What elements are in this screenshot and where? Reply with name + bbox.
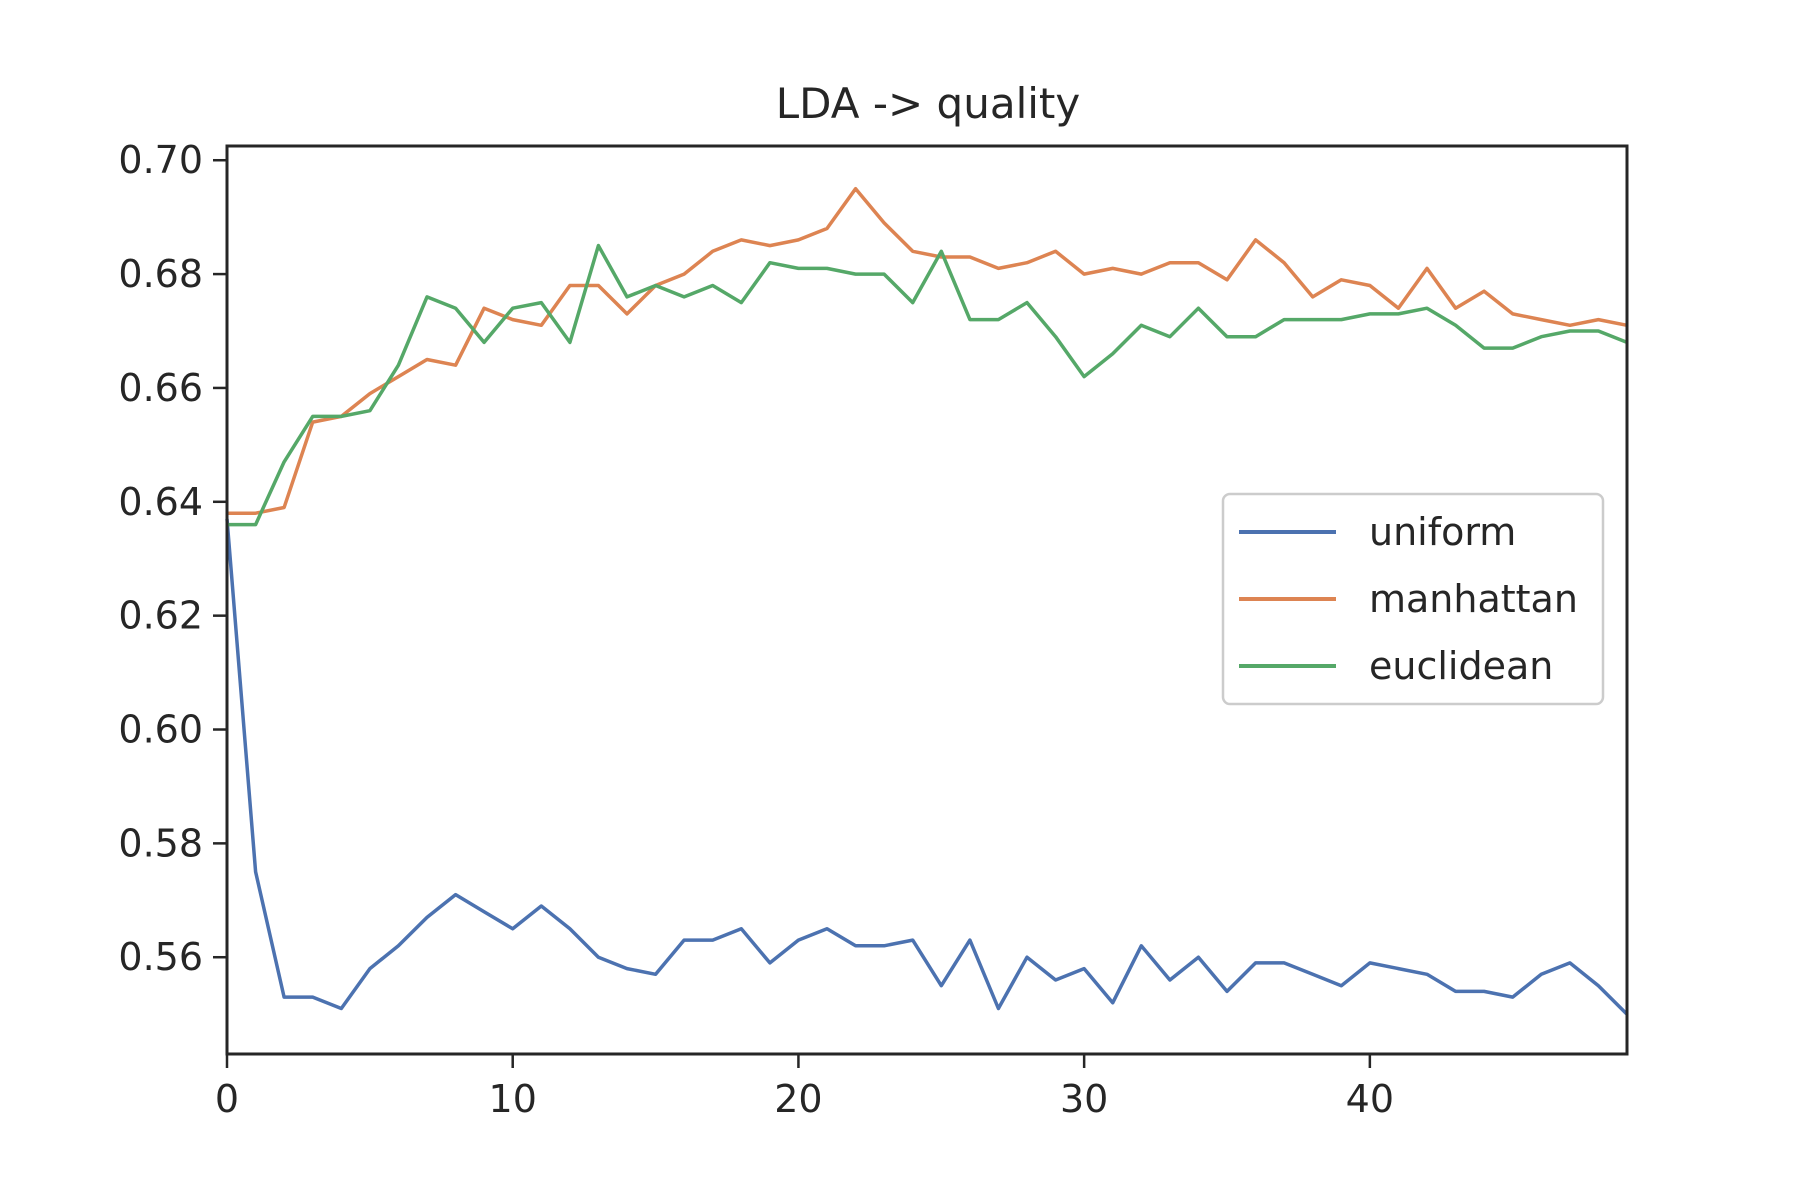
y-tick-label: 0.68	[118, 252, 203, 296]
x-tick-label: 40	[1346, 1077, 1394, 1121]
x-tick-label: 20	[774, 1077, 822, 1121]
x-tick-label: 0	[215, 1077, 239, 1121]
y-tick-label: 0.62	[118, 594, 203, 638]
legend-label-manhattan: manhattan	[1369, 577, 1578, 621]
series-layer	[225, 186, 1629, 1016]
series-line-euclidean	[227, 243, 1628, 527]
legend-box	[1221, 492, 1605, 706]
y-tick-label: 0.70	[118, 138, 203, 182]
y-tick-label: 0.56	[118, 935, 203, 979]
chart-title: LDA -> quality	[776, 79, 1080, 128]
y-axis: 0.56 0.58 0.60 0.62 0.64 0.66 0.68 0.70	[118, 138, 227, 979]
y-tick-label: 0.66	[118, 366, 203, 410]
y-tick-label: 0.58	[118, 821, 203, 865]
y-tick-label: 0.60	[118, 708, 203, 752]
x-tick-label: 10	[489, 1077, 537, 1121]
series-line-manhattan	[227, 186, 1628, 515]
legend-label-euclidean: euclidean	[1369, 644, 1553, 688]
x-tick-label: 30	[1060, 1077, 1108, 1121]
x-axis: 0 10 20 30 40	[215, 1054, 1394, 1121]
series-line-uniform	[225, 518, 1629, 1016]
legend-label-uniform: uniform	[1369, 510, 1516, 554]
legend: uniform manhattan euclidean	[1221, 492, 1605, 706]
plot-frame	[225, 144, 1629, 1056]
y-tick-label: 0.64	[118, 480, 203, 524]
